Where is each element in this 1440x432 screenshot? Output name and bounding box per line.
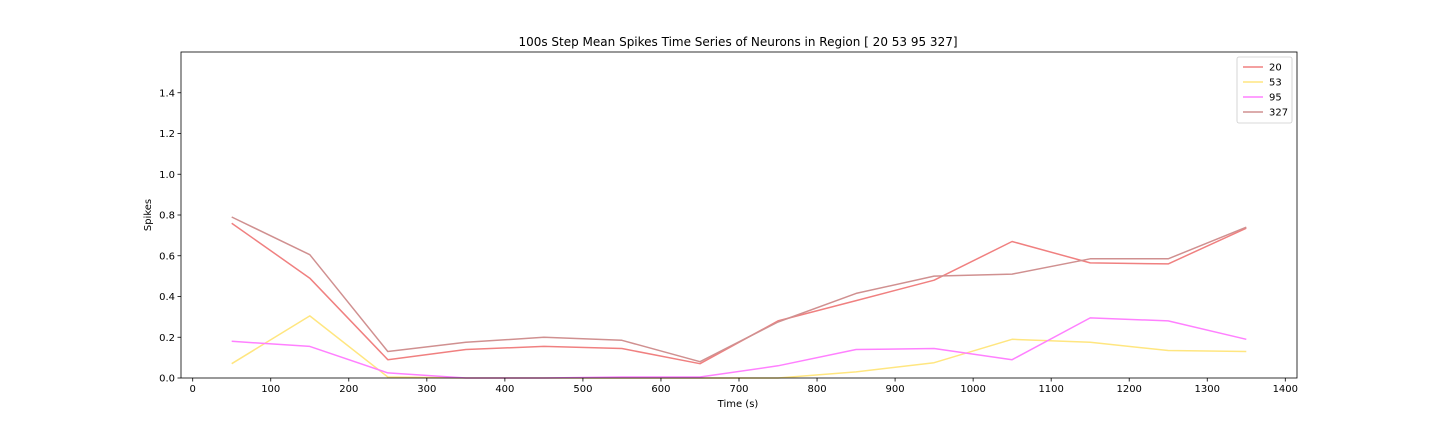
x-tick-label: 600 (651, 384, 670, 395)
series-line-95 (231, 317, 1247, 379)
x-tick-label: 0 (190, 384, 196, 395)
y-tick-label: 0.6 (159, 251, 175, 262)
x-tick-label: 1000 (960, 384, 985, 395)
y-tick-label: 1.4 (159, 88, 175, 99)
x-tick-label: 300 (417, 384, 436, 395)
series-line-327 (231, 216, 1247, 363)
legend: 20 53 95 327 (1236, 56, 1293, 124)
chart-title: 100s Step Mean Spikes Time Series of Neu… (518, 35, 957, 49)
legend-label-53: 53 (1269, 78, 1282, 89)
legend-label-327: 327 (1269, 108, 1288, 119)
plot-frame (180, 51, 1298, 379)
x-tick-label: 500 (573, 384, 592, 395)
x-tick-label: 1100 (1038, 384, 1063, 395)
y-tick-label: 0.4 (159, 292, 175, 303)
x-tick-label: 1400 (1273, 384, 1298, 395)
x-tick-label: 900 (886, 384, 905, 395)
y-axis-label: Spikes (143, 199, 154, 231)
legend-label-95: 95 (1269, 93, 1282, 104)
y-tick-label: 0.8 (159, 211, 175, 222)
x-tick-label: 700 (729, 384, 748, 395)
y-tick-label: 0.2 (159, 333, 175, 344)
y-tick-label: 1.0 (159, 170, 175, 181)
x-tick-label: 100 (261, 384, 280, 395)
legend-label-20: 20 (1269, 63, 1282, 74)
x-axis-label: Time (s) (717, 399, 759, 410)
plot-area: 0 100 200 300 400 500 600 700 800 900 1000 1100 1200… (159, 51, 1298, 395)
x-tick-label: 800 (807, 384, 826, 395)
x-tick-label: 200 (339, 384, 358, 395)
y-tick-label: 1.2 (159, 129, 175, 140)
x-tick-label: 1300 (1195, 384, 1220, 395)
legend-box (1236, 56, 1293, 124)
y-tick-label: 0.0 (159, 374, 175, 385)
x-tick-label: 1200 (1116, 384, 1141, 395)
x-tick-label: 400 (495, 384, 514, 395)
